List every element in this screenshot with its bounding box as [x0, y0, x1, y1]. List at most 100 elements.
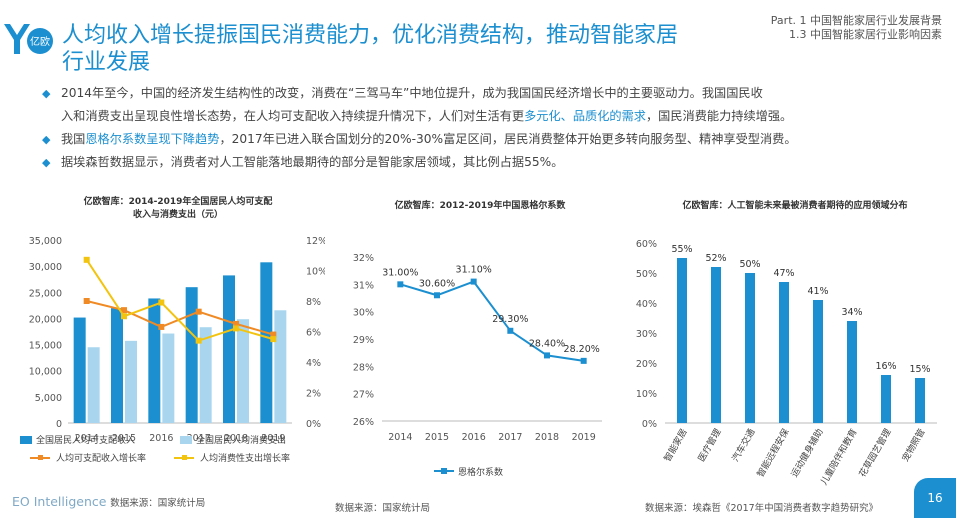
legend-label: 人均可支配收入增长率 [56, 452, 146, 464]
series-line [85, 259, 274, 342]
y-tick-label: 20% [636, 359, 657, 370]
data-label: 28.20% [564, 344, 600, 355]
legend-swatch [182, 455, 187, 460]
bullet-text: 2014年至今，中国的经济发生结构性的改变，消费在“三驾马车”中地位提升，成为我… [61, 86, 763, 100]
bar [223, 275, 235, 423]
bar [237, 319, 249, 423]
x-tick-label: 儿童陪伴和教育 [818, 427, 860, 488]
y2-tick-label: 10% [306, 267, 325, 278]
y-tick-label: 27% [353, 390, 374, 401]
x-tick-label: 花草园艺管理 [856, 427, 893, 480]
diamond-icon: ◆ [42, 156, 51, 169]
bar [199, 327, 212, 423]
legend-label: 人均消费性支出增长率 [200, 452, 290, 464]
legend-swatch [180, 436, 192, 444]
engel-coefficient-chart: 亿欧智库：2012-2019年中国恩格尔系数 26% 27% 28% 29% 30% 31%… [353, 199, 602, 478]
series-line [400, 280, 584, 362]
y-tick-label: 15,000 [29, 341, 62, 352]
y-tick-label: 30% [353, 308, 374, 319]
title-line-1: 人均收入增长提振国民消费能力，优化消费结构，推动智能家居 [62, 23, 679, 48]
bar [73, 317, 86, 423]
page-title: 人均收入增长提振国民消费能力，优化消费结构，推动智能家居 行业发展 [62, 22, 742, 76]
bullet-text: 据埃森哲数据显示，消费者对人工智能落地最期待的部分是智能家居领域，其比例占据55… [61, 155, 564, 169]
data-label: 50% [739, 259, 760, 270]
data-label: 34% [841, 307, 862, 318]
bar [881, 375, 891, 423]
bar [677, 258, 687, 423]
bar [813, 300, 823, 423]
data-label: 41% [807, 286, 828, 297]
bar [745, 273, 755, 423]
line-marker [507, 327, 514, 334]
line-marker [580, 357, 587, 364]
y-tick-label: 10,000 [29, 367, 62, 378]
diamond-icon: ◆ [42, 133, 51, 146]
y-tick-label: 30,000 [29, 262, 62, 273]
y-tick-label: 25,000 [29, 288, 62, 299]
bullet-text: ，国民消费能力持续增强。 [646, 109, 793, 123]
line-marker [195, 308, 202, 315]
line-marker [270, 331, 277, 338]
y2-tick-label: 4% [306, 358, 321, 369]
legend-label: 恩格尔系数 [458, 466, 503, 478]
y-tick-label: 60% [636, 239, 657, 250]
yiou-logo: 亿欧 [0, 20, 56, 62]
logo-text: 亿欧 [30, 35, 50, 48]
line-marker [544, 352, 550, 359]
bullet-highlight: 多元化、品质化的需求 [524, 109, 646, 123]
x-tick-label: 2019 [261, 433, 285, 444]
line-marker [158, 299, 165, 306]
y-tick-label: 30% [636, 329, 657, 340]
data-source: 数据来源：国家统计局 [335, 503, 431, 514]
x-tick-label: 智能家居 [661, 427, 689, 464]
line-marker [83, 298, 90, 304]
x-tick-label: 2014 [75, 433, 99, 444]
y-tick-label: 50% [636, 269, 657, 280]
y-tick-label: 35,000 [29, 236, 62, 247]
x-tick-label: 2015 [112, 433, 136, 444]
x-tick-label: 智能远程安保 [754, 427, 791, 480]
legend-swatch [20, 436, 32, 444]
title-line-2: 行业发展 [62, 50, 151, 75]
y-tick-label: 20,000 [29, 314, 62, 325]
x-tick-label: 2017 [498, 432, 522, 443]
x-tick-label: 汽车交通 [729, 427, 757, 464]
y-tick-label: 26% [353, 417, 374, 428]
line-marker [233, 320, 239, 327]
data-label: 47% [773, 268, 794, 279]
bar [847, 321, 857, 423]
bullet-item: ◆ 我国恩格尔系数呈现下降趋势，2017年已进入联合国划分的20%-30%富足区… [42, 128, 947, 151]
data-label: 31.00% [382, 267, 418, 278]
data-source: 数据来源：国家统计局 [110, 498, 206, 509]
data-label: 28.40% [529, 338, 565, 349]
y2-tick-label: 6% [306, 328, 321, 339]
y-tick-label: 40% [636, 299, 657, 310]
y-tick-label: 28% [353, 362, 374, 373]
bullet-text: 我国 [61, 132, 86, 146]
y2-tick-label: 8% [306, 297, 321, 308]
line-marker [121, 313, 127, 320]
bar [260, 262, 273, 423]
legend-label: 全国居民人均可支配收入 [36, 434, 135, 446]
data-label: 55% [671, 244, 692, 255]
chart-title: 亿欧智库：2012-2019年中国恩格尔系数 [395, 199, 567, 211]
section-label: Part. 1 中国智能家居行业发展背景 1.3 中国智能家居行业影响因素 [771, 14, 942, 42]
line-marker [83, 256, 90, 263]
page-number: 16 [914, 478, 956, 518]
line-marker [158, 323, 165, 330]
bar [779, 282, 789, 423]
bullet-text: ，2017年已进入联合国划分的20%-30%富足区间，居民消费整体开始更多转向服… [219, 132, 797, 146]
subsection-label: 1.3 中国智能家居行业影响因素 [789, 28, 942, 41]
bullet-item: ◆ 据埃森哲数据显示，消费者对人工智能落地最期待的部分是智能家居领域，其比例占据… [42, 151, 947, 174]
line-marker [470, 278, 477, 285]
data-label: 29.30% [492, 314, 528, 325]
y-tick-label: 32% [353, 253, 374, 264]
x-tick-label: 2019 [572, 432, 596, 443]
bar [915, 378, 925, 423]
y2-tick-label: 0% [306, 419, 321, 430]
chart-title: 亿欧智库：人工智能未来最被消费者期待的应用领域分布 [682, 199, 907, 211]
chart-title: 收入与消费支出（元） [133, 208, 223, 220]
line-marker [233, 325, 239, 332]
bar [274, 310, 287, 423]
